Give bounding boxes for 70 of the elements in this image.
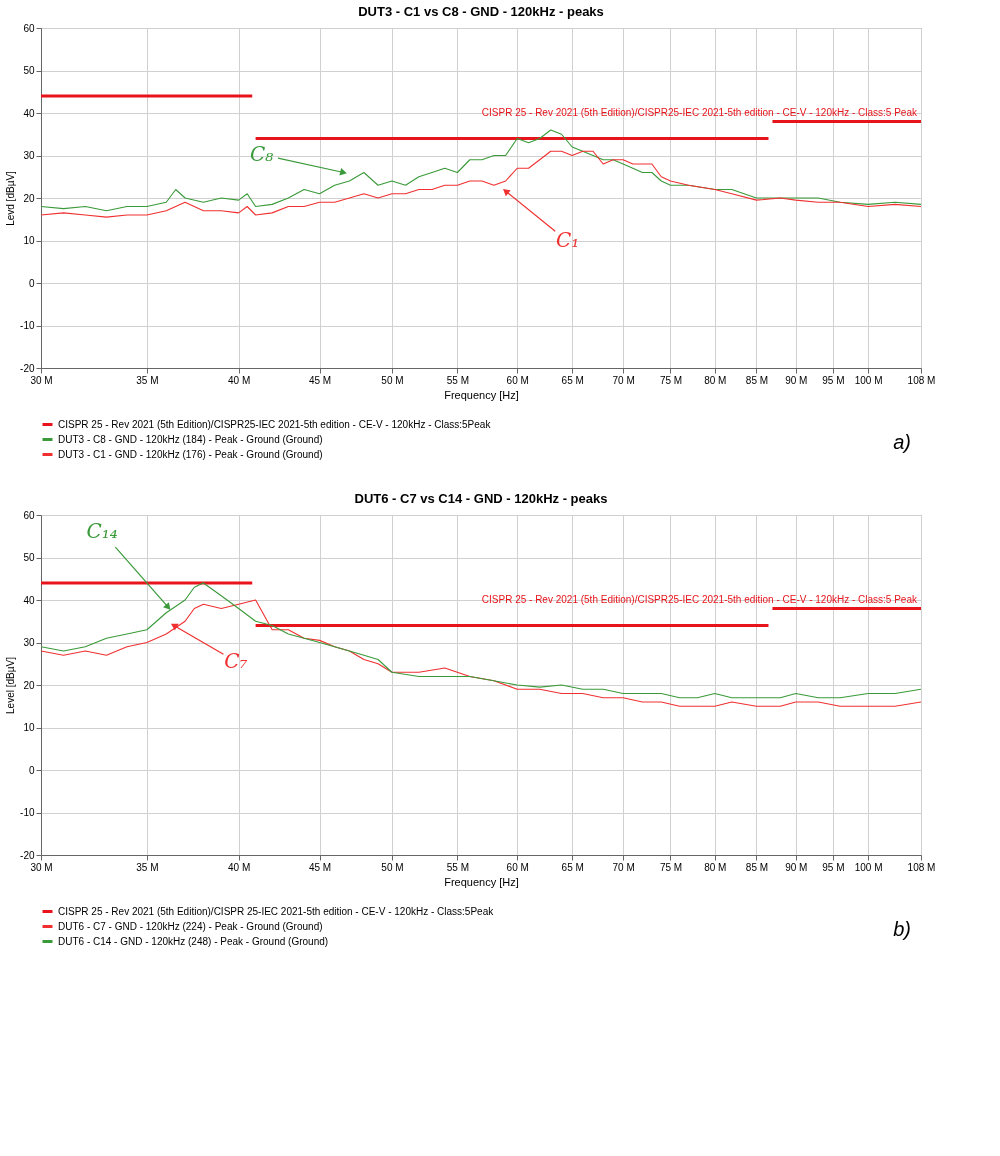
x-tick-label: 60 M [506, 374, 529, 386]
x-tick-label: 95 M [822, 374, 845, 386]
annotation: CISPR 25 - Rev 2021 (5th Edition)/CISPR25-IEC 2021-5th edition - CE-V - 120kHz - Class:5 Peak [481, 593, 918, 605]
x-tick-label: 108 M [907, 861, 936, 873]
y-axis-title: Level [dBµV] [5, 656, 17, 714]
annotation: C₁₄ [86, 519, 118, 544]
y-tick-label: 40 [23, 594, 35, 606]
y-tick-label: 60 [23, 509, 35, 521]
y-tick-label: 20 [23, 192, 35, 204]
x-axis-title: Frequency [Hz] [444, 388, 519, 401]
chart-title: DUT3 - C1 vs C8 - GND - 120kHz - peaks [358, 4, 604, 19]
x-tick-label: 30 M [30, 374, 53, 386]
text: a) [893, 431, 911, 453]
x-tick-label: 100 M [854, 374, 883, 386]
y-tick-label: -20 [20, 362, 35, 374]
y-tick-label: 40 [23, 107, 35, 119]
x-tick-label: 55 M [446, 374, 470, 386]
annotation: CISPR 25 - Rev 2021 (5th Edition)/CISPR25-IEC 2021-5th edition - CE-V - 120kHz - Class:5 Peak [481, 106, 918, 118]
legend-label: DUT6 - C7 - GND - 120kHz (224) - Peak - Ground (Ground) [58, 920, 323, 932]
x-tick-label: 60 M [506, 861, 529, 873]
y-tick-label: 60 [23, 22, 35, 34]
legend-label: DUT3 - C8 - GND - 120kHz (184) - Peak - Ground (Ground) [58, 433, 323, 445]
y-tick-label: 20 [23, 679, 35, 691]
x-tick-label: 108 M [907, 374, 936, 386]
y-tick-label: 50 [23, 552, 35, 563]
y-axis-title: Levd [dBµV] [5, 170, 17, 226]
annotation: C₁ [555, 228, 580, 253]
x-tick-label: 80 M [704, 861, 727, 873]
text: b) [893, 918, 911, 940]
x-tick-label: 95 M [822, 861, 845, 873]
annotation: C₈ [249, 141, 274, 166]
x-tick-label: 40 M [228, 374, 251, 386]
y-tick-label: 50 [23, 65, 35, 76]
x-tick-label: 50 M [381, 861, 404, 873]
legend-label: CISPR 25 - Rev 2021 (5th Edition)/CISPR25-IEC 2021-5th edition - CE-V - 120kHz - Class:5Peak [58, 418, 492, 430]
x-axis-title: Frequency [Hz] [444, 875, 519, 888]
x-tick-label: 70 M [612, 861, 635, 873]
x-tick-label: 80 M [704, 374, 727, 386]
x-tick-label: 90 M [785, 374, 808, 386]
y-tick-label: 30 [23, 637, 35, 648]
x-tick-label: 65 M [561, 374, 584, 386]
chart-title: DUT6 - C7 vs C14 - GND - 120kHz - peaks [354, 491, 608, 506]
y-tick-label: -10 [20, 807, 35, 818]
x-tick-label: 50 M [381, 374, 404, 386]
x-tick-label: 85 M [745, 374, 769, 386]
x-tick-label: 100 M [854, 861, 883, 873]
x-tick-label: 40 M [228, 861, 251, 873]
x-tick-label: 75 M [659, 374, 683, 386]
y-tick-label: 10 [23, 235, 35, 246]
y-tick-label: 10 [23, 722, 35, 733]
x-tick-label: 55 M [446, 861, 470, 873]
y-tick-label: 30 [23, 150, 35, 161]
x-tick-label: 90 M [785, 861, 808, 873]
x-tick-label: 45 M [308, 861, 332, 873]
x-tick-label: 75 M [659, 861, 683, 873]
annotation: C₇ [224, 648, 248, 673]
y-tick-label: 0 [28, 764, 35, 776]
x-tick-label: 45 M [308, 374, 332, 386]
x-tick-label: 35 M [136, 374, 159, 386]
x-tick-label: 30 M [30, 861, 53, 873]
x-tick-label: 65 M [561, 861, 584, 873]
x-tick-label: 35 M [136, 861, 159, 873]
y-tick-label: 0 [28, 277, 35, 289]
legend-label: DUT3 - C1 - GND - 120kHz (176) - Peak - Ground (Ground) [58, 448, 323, 460]
legend-label: DUT6 - C14 - GND - 120kHz (248) - Peak - Ground (Ground) [58, 935, 329, 947]
legend-label: CISPR 25 - Rev 2021 (5th Edition)/CISPR 25-IEC 2021-5th edition - CE-V - 120kHz - Class:5Peak [58, 905, 495, 917]
y-tick-label: -20 [20, 849, 35, 861]
y-tick-label: -10 [20, 320, 35, 331]
x-tick-label: 85 M [745, 861, 769, 873]
x-tick-label: 70 M [612, 374, 635, 386]
